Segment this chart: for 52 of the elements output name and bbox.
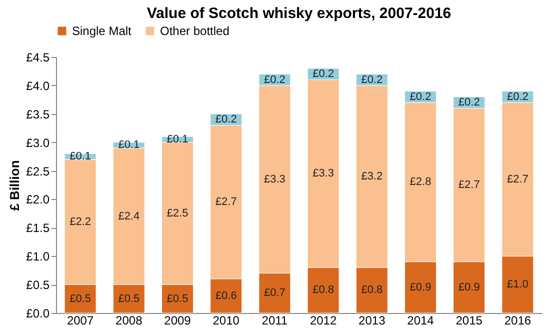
x-tick-label: 2010 bbox=[212, 314, 240, 328]
x-tick-label: 2009 bbox=[164, 314, 192, 328]
data-label: £0.5 bbox=[118, 292, 140, 305]
data-label: £0.1 bbox=[166, 133, 188, 146]
data-label: £0.2 bbox=[410, 90, 432, 103]
y-tick-label: £1.0 bbox=[26, 250, 50, 264]
y-tick-label: £4.5 bbox=[26, 50, 50, 64]
data-label: £1.0 bbox=[506, 278, 528, 291]
x-tick-label: 2016 bbox=[504, 314, 532, 328]
x-tick-label: 2012 bbox=[310, 314, 337, 328]
data-label: £2.7 bbox=[506, 173, 528, 186]
data-label: £0.2 bbox=[458, 96, 480, 109]
x-tick-label: 2011 bbox=[262, 314, 288, 328]
data-label: £0.9 bbox=[410, 281, 432, 294]
data-label: £0.2 bbox=[264, 74, 286, 86]
data-label: £0.2 bbox=[506, 90, 528, 103]
y-tick-label: £0.5 bbox=[26, 278, 50, 292]
y-tick-label: £4.0 bbox=[26, 78, 50, 93]
data-label: £0.2 bbox=[312, 68, 334, 80]
data-label: £2.7 bbox=[458, 179, 480, 191]
data-label: £0.5 bbox=[166, 292, 188, 305]
chart-title: Value of Scotch whisky exports, 2007-2016 bbox=[146, 5, 452, 22]
legend-label: Other bottled bbox=[160, 24, 230, 38]
legend-label: Single Malt bbox=[72, 24, 132, 38]
x-tick-label: 2008 bbox=[116, 314, 143, 328]
y-tick-label: £3.5 bbox=[26, 107, 50, 122]
data-label: £2.5 bbox=[166, 207, 188, 220]
data-label: £2.8 bbox=[410, 176, 432, 188]
data-label: £3.2 bbox=[361, 170, 383, 182]
x-tick-label: 2007 bbox=[66, 314, 94, 328]
data-label: £0.8 bbox=[312, 284, 334, 296]
data-label: £0.2 bbox=[215, 114, 237, 126]
y-tick-label: £0.0 bbox=[26, 306, 50, 320]
data-label: £2.7 bbox=[215, 196, 237, 208]
y-tick-label: £2.5 bbox=[26, 164, 50, 178]
data-label: £0.9 bbox=[458, 281, 480, 294]
y-axis-title: £ Billion bbox=[7, 160, 22, 211]
data-label: £0.6 bbox=[215, 290, 237, 302]
data-label: £2.4 bbox=[118, 210, 140, 222]
x-tick-label: 2014 bbox=[407, 314, 434, 328]
data-label: £0.2 bbox=[361, 74, 383, 86]
data-label: £0.8 bbox=[361, 284, 383, 296]
x-tick-label: 2015 bbox=[456, 314, 483, 328]
x-tick-label: 2013 bbox=[358, 314, 386, 328]
data-label: £2.2 bbox=[70, 216, 92, 228]
data-label: £3.3 bbox=[264, 173, 286, 186]
y-tick-label: £3.0 bbox=[26, 136, 50, 150]
y-tick-label: £1.5 bbox=[26, 221, 50, 236]
data-label: £0.7 bbox=[264, 287, 286, 300]
data-label: £0.5 bbox=[70, 292, 92, 305]
y-tick-label: £2.0 bbox=[26, 192, 50, 207]
data-label: £3.3 bbox=[312, 168, 334, 180]
